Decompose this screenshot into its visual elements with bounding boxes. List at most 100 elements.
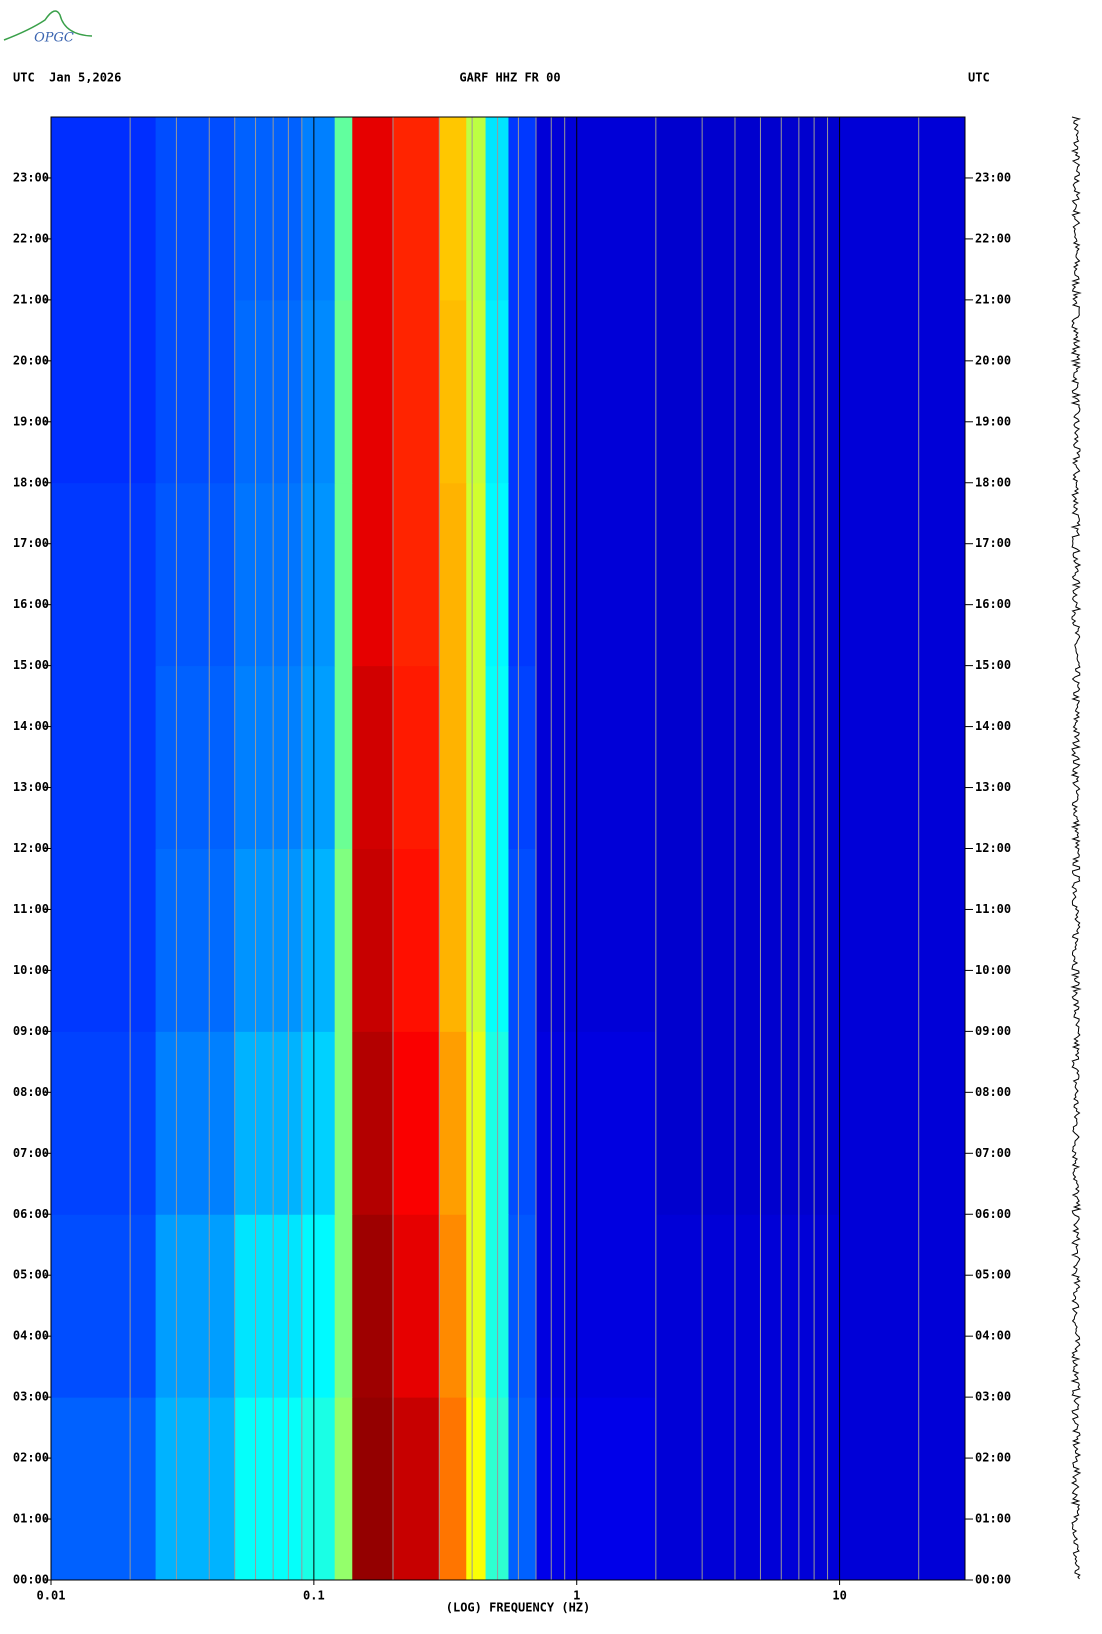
y-tick-label: 00:00 (13, 1573, 49, 1587)
y-tick-label: 22:00 (13, 231, 49, 245)
y-tick-label-right: 09:00 (975, 1024, 1011, 1038)
y-tick-label: 17:00 (13, 536, 49, 550)
y-tick-label: 04:00 (13, 1329, 49, 1343)
heatmap-cell (51, 1397, 157, 1581)
heatmap-cell (655, 1397, 841, 1581)
y-tick-label: 18:00 (13, 475, 49, 489)
y-tick-label: 10:00 (13, 963, 49, 977)
heatmap-cell (392, 665, 440, 849)
x-tick-label: 10 (832, 1589, 846, 1603)
y-tick-label: 15:00 (13, 658, 49, 672)
y-tick-label-right: 04:00 (975, 1329, 1011, 1343)
heatmap-cell (839, 1031, 966, 1215)
heatmap-cell (439, 299, 467, 484)
heatmap-cell (392, 1397, 440, 1581)
heatmap-cell (466, 665, 487, 849)
heatmap-cell (234, 1397, 303, 1581)
heatmap-cell (352, 848, 394, 1032)
y-tick-label-right: 06:00 (975, 1207, 1011, 1221)
heatmap-cell (352, 1031, 394, 1215)
y-tick-label-right: 10:00 (975, 963, 1011, 977)
heatmap-cell (439, 117, 467, 301)
heatmap-cell (301, 665, 336, 849)
y-tick-label-right: 22:00 (975, 231, 1011, 245)
heatmap-cell (155, 482, 236, 667)
heatmap-cell (352, 1397, 394, 1581)
heatmap-cell (301, 1214, 336, 1398)
heatmap-cell (392, 1214, 440, 1398)
heatmap-cell (536, 299, 657, 484)
seismogram-trace (1070, 116, 1082, 1580)
heatmap-cell (334, 299, 353, 484)
heatmap-cell (301, 1397, 336, 1581)
y-tick-label: 03:00 (13, 1390, 49, 1404)
y-tick-label: 11:00 (13, 902, 49, 916)
heatmap-cell (655, 665, 841, 849)
heatmap-cell (466, 299, 487, 484)
heatmap-cell (508, 1214, 537, 1398)
logo-curve (3, 10, 93, 41)
heatmap-cell (352, 482, 394, 667)
heatmap-cell (439, 665, 467, 849)
y-tick-label: 06:00 (13, 1207, 49, 1221)
y-tick-label: 02:00 (13, 1451, 49, 1465)
heatmap-cell (155, 117, 236, 301)
heatmap-cell (392, 482, 440, 667)
heatmap-cell (839, 665, 966, 849)
x-tick-label: 1 (573, 1589, 580, 1603)
heatmap-cell (839, 299, 966, 484)
y-tick-label-right: 13:00 (975, 780, 1011, 794)
heatmap-cell (155, 665, 236, 849)
heatmap-cell (439, 1214, 467, 1398)
heatmap-cell (334, 665, 353, 849)
y-tick-label-right: 18:00 (975, 475, 1011, 489)
heatmap-cell (655, 1031, 841, 1215)
heatmap-cell (155, 1397, 236, 1581)
y-tick-label: 16:00 (13, 597, 49, 611)
heatmap-cell (51, 1214, 157, 1398)
heatmap-cell (839, 482, 966, 667)
heatmap-cell (536, 1214, 657, 1398)
heatmap-cell (334, 1031, 353, 1215)
heatmap-cell (301, 299, 336, 484)
y-tick-label: 09:00 (13, 1024, 49, 1038)
heatmap-cell (234, 117, 303, 301)
y-tick-label-right: 12:00 (975, 841, 1011, 855)
heatmap-cell (155, 1031, 236, 1215)
heatmap-cell (352, 1214, 394, 1398)
heatmap-cell (536, 482, 657, 667)
heatmap-cell (234, 1031, 303, 1215)
heatmap-cell (508, 1397, 537, 1581)
heatmap-cell (352, 117, 394, 301)
heatmap-cell (334, 1397, 353, 1581)
y-tick-label: 07:00 (13, 1146, 49, 1160)
heatmap-cell (352, 299, 394, 484)
heatmap-cell (508, 482, 537, 667)
heatmap-cell (466, 1397, 487, 1581)
y-tick-label: 21:00 (13, 292, 49, 306)
heatmap-cell (508, 665, 537, 849)
heatmap-cell (301, 1031, 336, 1215)
heatmap-cell (352, 665, 394, 849)
heatmap-cell (334, 117, 353, 301)
heatmap-cell (155, 848, 236, 1032)
heatmap-cell (536, 1397, 657, 1581)
y-tick-label: 13:00 (13, 780, 49, 794)
heatmap-cell (301, 848, 336, 1032)
heatmap (51, 117, 966, 1581)
x-tick-label: 0.1 (303, 1589, 325, 1603)
heatmap-cell (334, 1214, 353, 1398)
heatmap-cell (439, 848, 467, 1032)
header-left: UTC Jan 5,2026 (13, 71, 121, 85)
heatmap-cell (536, 665, 657, 849)
heatmap-cell (334, 482, 353, 667)
y-tick-label: 08:00 (13, 1085, 49, 1099)
y-tick-label-right: 21:00 (975, 292, 1011, 306)
heatmap-cell (655, 482, 841, 667)
y-tick-label-right: 17:00 (975, 536, 1011, 550)
y-tick-label-right: 05:00 (975, 1268, 1011, 1282)
y-tick-label-right: 03:00 (975, 1390, 1011, 1404)
heatmap-cell (51, 117, 157, 301)
